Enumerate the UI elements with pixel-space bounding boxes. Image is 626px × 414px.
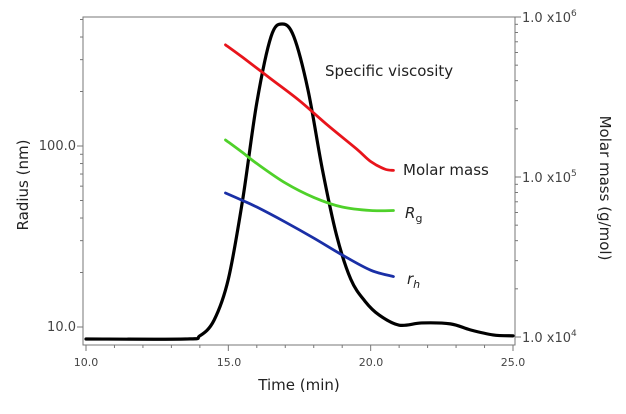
specific-viscosity-line: [84, 22, 515, 341]
x-tick-label: 20.0: [359, 356, 384, 369]
molar-mass-line: [224, 43, 395, 172]
axis-ticks: [77, 16, 521, 351]
x-tick-label: 10.0: [74, 356, 99, 369]
y-right-tick-label: 1.0 x104: [522, 329, 577, 346]
x-tick-label: 25.0: [501, 356, 526, 369]
y-right-tick-label: 1.0 x106: [522, 9, 577, 26]
label-rh: rh: [407, 270, 420, 291]
y-right-axis-label: Molar mass (g/mol): [596, 116, 614, 261]
y-left-tick-label: 100.0: [39, 139, 76, 154]
label-molar-mass: Molar mass: [403, 161, 489, 179]
plot-frame: [82, 16, 516, 346]
label-rg: Rg: [405, 204, 422, 225]
y-right-tick-label: 1.0 x105: [522, 169, 577, 186]
x-axis-label: Time (min): [257, 376, 339, 394]
rg-line: [224, 138, 395, 213]
label-specific-viscosity: Specific viscosity: [325, 62, 453, 80]
series-lines: [84, 22, 515, 341]
rh-line: [224, 191, 395, 278]
x-tick-label: 15.0: [217, 356, 242, 369]
y-left-tick-label: 10.0: [47, 320, 76, 335]
y-left-axis-label: Radius (nm): [14, 140, 32, 231]
